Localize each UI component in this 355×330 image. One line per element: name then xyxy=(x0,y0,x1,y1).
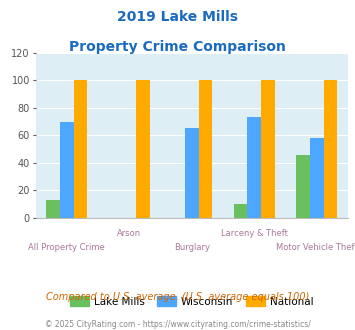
Bar xyxy=(198,80,212,218)
Text: Property Crime Comparison: Property Crime Comparison xyxy=(69,40,286,53)
Text: Compared to U.S. average. (U.S. average equals 100): Compared to U.S. average. (U.S. average … xyxy=(46,292,309,302)
Text: Burglary: Burglary xyxy=(174,243,210,251)
Text: © 2025 CityRating.com - https://www.cityrating.com/crime-statistics/: © 2025 CityRating.com - https://www.city… xyxy=(45,320,310,329)
Text: Arson: Arson xyxy=(117,229,141,238)
Legend: Lake Mills, Wisconsin, National: Lake Mills, Wisconsin, National xyxy=(66,292,318,311)
Bar xyxy=(185,128,198,218)
Text: Larceny & Theft: Larceny & Theft xyxy=(221,229,288,238)
Text: 2019 Lake Mills: 2019 Lake Mills xyxy=(117,10,238,24)
Bar xyxy=(247,117,261,218)
Bar xyxy=(60,121,73,218)
Bar xyxy=(261,80,275,218)
Bar xyxy=(136,80,150,218)
Text: All Property Crime: All Property Crime xyxy=(28,243,105,251)
Bar xyxy=(296,154,310,218)
Bar xyxy=(46,200,60,218)
Text: Motor Vehicle Theft: Motor Vehicle Theft xyxy=(276,243,355,251)
Bar xyxy=(73,80,87,218)
Bar xyxy=(310,138,323,218)
Bar xyxy=(234,204,247,218)
Bar xyxy=(323,80,337,218)
